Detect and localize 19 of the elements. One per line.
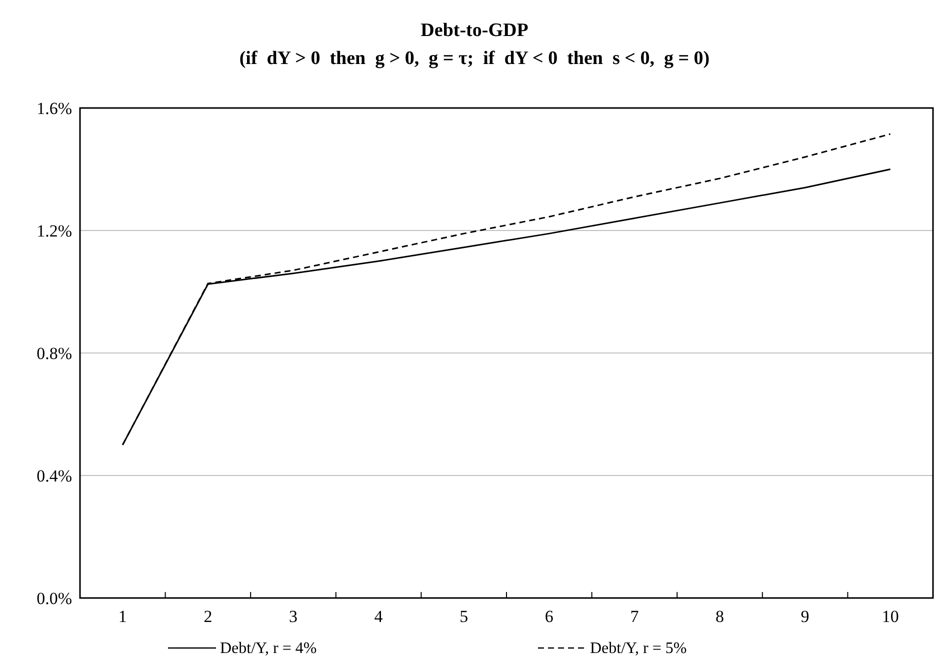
x-tick-label: 3 — [289, 607, 298, 626]
y-tick-label: 0.4% — [36, 466, 72, 486]
x-tick-label: 6 — [544, 607, 554, 626]
x-tick-label: 9 — [800, 607, 810, 626]
x-tick-label: 7 — [630, 607, 640, 626]
x-tick-label: 1 — [118, 607, 127, 626]
chart-title: Debt-to-GDP — [420, 20, 529, 41]
x-tick-label: 8 — [716, 607, 724, 626]
y-tick-label: 0.8% — [36, 344, 72, 363]
x-tick-label: 5 — [460, 607, 468, 626]
x-tick-label: 2 — [204, 607, 212, 626]
legend-label: Debt/Y, r = 5% — [590, 640, 687, 657]
x-tick-label: 10 — [882, 607, 899, 626]
x-tick-label: 4 — [374, 607, 384, 626]
y-tick-label: 1.2% — [36, 221, 72, 240]
chart-subtitle: (if dY > 0 then g > 0, g = τ; if dY < 0 then s < 0, g = 0) — [239, 48, 710, 69]
y-tick-label: 0.0% — [36, 588, 72, 608]
y-tick-label: 1.6% — [36, 98, 72, 118]
legend-label: Debt/Y, r = 4% — [220, 640, 317, 657]
